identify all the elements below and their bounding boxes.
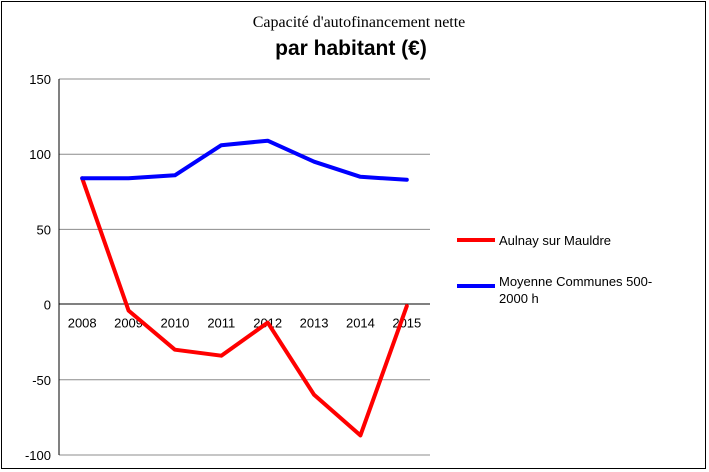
x-tick-label: 2008	[68, 316, 97, 331]
x-tick-label: 2014	[346, 316, 375, 331]
x-tick-label: 2015	[392, 316, 421, 331]
x-tick-label: 2013	[300, 316, 329, 331]
x-tick-label: 2009	[114, 316, 143, 331]
series-line-1	[80, 176, 409, 438]
series-line-2	[80, 138, 409, 182]
x-tick-labels: 2008 2009 2010 2011 2012 2013 2014 2015	[68, 316, 422, 331]
legend: Aulnay sur Mauldre Moyenne Communes 500-…	[457, 233, 652, 306]
y-tick-label: -100	[25, 448, 51, 463]
y-tick-label: 50	[37, 222, 51, 237]
legend-label: Aulnay sur Mauldre	[499, 233, 611, 248]
y-tick-label: 150	[29, 72, 51, 87]
y-tick-label: 0	[44, 298, 51, 313]
x-tick-label: 2011	[207, 316, 235, 331]
x-tick-label: 2010	[160, 316, 189, 331]
chart-subtitle: par habitant (€)	[275, 37, 427, 60]
series-lines	[80, 138, 409, 438]
y-tick-label: 100	[29, 147, 51, 162]
chart-title: Capacité d'autofinancement nette	[253, 14, 466, 31]
legend-label: Moyenne Communes 500-2000 h	[499, 274, 652, 306]
y-tick-label: -50	[32, 373, 51, 388]
gridlines	[59, 78, 430, 456]
y-tick-labels: 150 100 50 0 -50 -100	[25, 72, 51, 463]
